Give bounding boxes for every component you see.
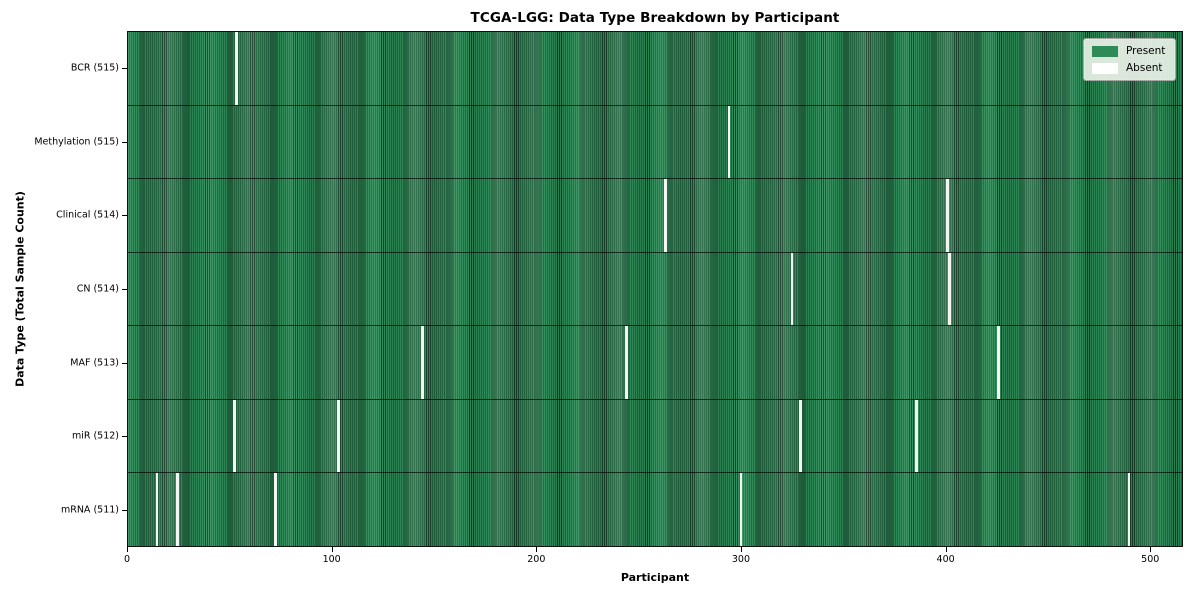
absent-gap-maf-244 xyxy=(625,326,628,399)
absent-swatch-icon xyxy=(1092,62,1118,74)
absent-gap-clinical-263 xyxy=(664,179,667,252)
y-tick-mark-bcr xyxy=(122,67,127,69)
y-tick-label-clinical: Clinical (514) xyxy=(56,209,119,221)
absent-gap-mir-329 xyxy=(799,399,802,473)
legend-absent-label: Absent xyxy=(1126,62,1163,74)
legend-present-label: Present xyxy=(1126,45,1166,57)
absent-gap-mrna-72 xyxy=(274,473,277,547)
datatype-row-maf xyxy=(128,325,1182,399)
x-tick-label-500: 500 xyxy=(1141,554,1160,565)
datatype-row-cn xyxy=(128,251,1182,326)
x-tick-mark-100 xyxy=(331,547,333,552)
x-axis-label: Participant xyxy=(620,571,690,584)
datatype-row-mrna xyxy=(128,472,1182,547)
datatype-row-clinical xyxy=(128,178,1182,252)
absent-gap-maf-144 xyxy=(421,326,424,399)
datatype-row-methylation xyxy=(128,104,1182,179)
datatype-row-bcr xyxy=(128,32,1182,105)
y-tick-mark-mrna xyxy=(122,510,127,512)
chart-title: TCGA-LGG: Data Type Breakdown by Partici… xyxy=(470,10,840,26)
y-tick-mark-maf xyxy=(122,362,127,364)
absent-gap-mir-52 xyxy=(233,399,236,473)
absent-gap-mir-386 xyxy=(915,399,919,473)
absent-gap-mrna-300 xyxy=(739,473,743,547)
legend-item-absent: Absent xyxy=(1092,62,1165,74)
datatype-row-mir xyxy=(128,398,1182,473)
legend-item-present: Present xyxy=(1092,45,1165,57)
x-tick-label-100: 100 xyxy=(322,554,341,565)
legend: Present Absent xyxy=(1083,38,1177,81)
x-tick-label-300: 300 xyxy=(731,554,751,565)
x-tick-label-400: 400 xyxy=(936,554,955,565)
y-tick-label-cn: CN (514) xyxy=(76,283,119,295)
y-tick-mark-mir xyxy=(122,436,127,438)
absent-gap-mir-103 xyxy=(337,399,340,473)
x-tick-label-200: 200 xyxy=(527,554,546,565)
absent-gap-mrna-490 xyxy=(1127,473,1131,547)
x-tick-mark-400 xyxy=(945,547,947,552)
present-swatch-icon xyxy=(1092,45,1118,57)
y-tick-mark-cn xyxy=(122,289,127,290)
y-tick-label-mrna: mRNA (511) xyxy=(60,504,119,516)
x-tick-mark-500 xyxy=(1150,547,1152,552)
y-tick-mark-methylation xyxy=(122,141,127,143)
y-tick-mark-clinical xyxy=(122,215,127,217)
absent-gap-mrna-24 xyxy=(176,473,179,547)
absent-gap-clinical-401 xyxy=(946,179,949,252)
y-tick-label-mir: miR (512) xyxy=(71,430,119,442)
absent-gap-bcr-53 xyxy=(235,32,238,105)
absent-gap-methylation-294 xyxy=(727,105,731,179)
x-tick-label-0: 0 xyxy=(123,554,131,565)
y-tick-label-bcr: BCR (515) xyxy=(70,62,119,74)
x-tick-mark-0 xyxy=(127,547,128,552)
plot-area xyxy=(127,31,1183,547)
absent-gap-cn-402 xyxy=(948,252,951,326)
absent-gap-maf-426 xyxy=(997,326,1000,399)
absent-gap-cn-325 xyxy=(790,252,794,326)
absent-gap-mrna-14 xyxy=(155,473,159,547)
x-tick-mark-200 xyxy=(536,547,538,552)
y-tick-label-methylation: Methylation (515) xyxy=(34,136,119,148)
y-tick-label-maf: MAF (513) xyxy=(70,357,119,369)
x-tick-mark-300 xyxy=(740,547,742,552)
